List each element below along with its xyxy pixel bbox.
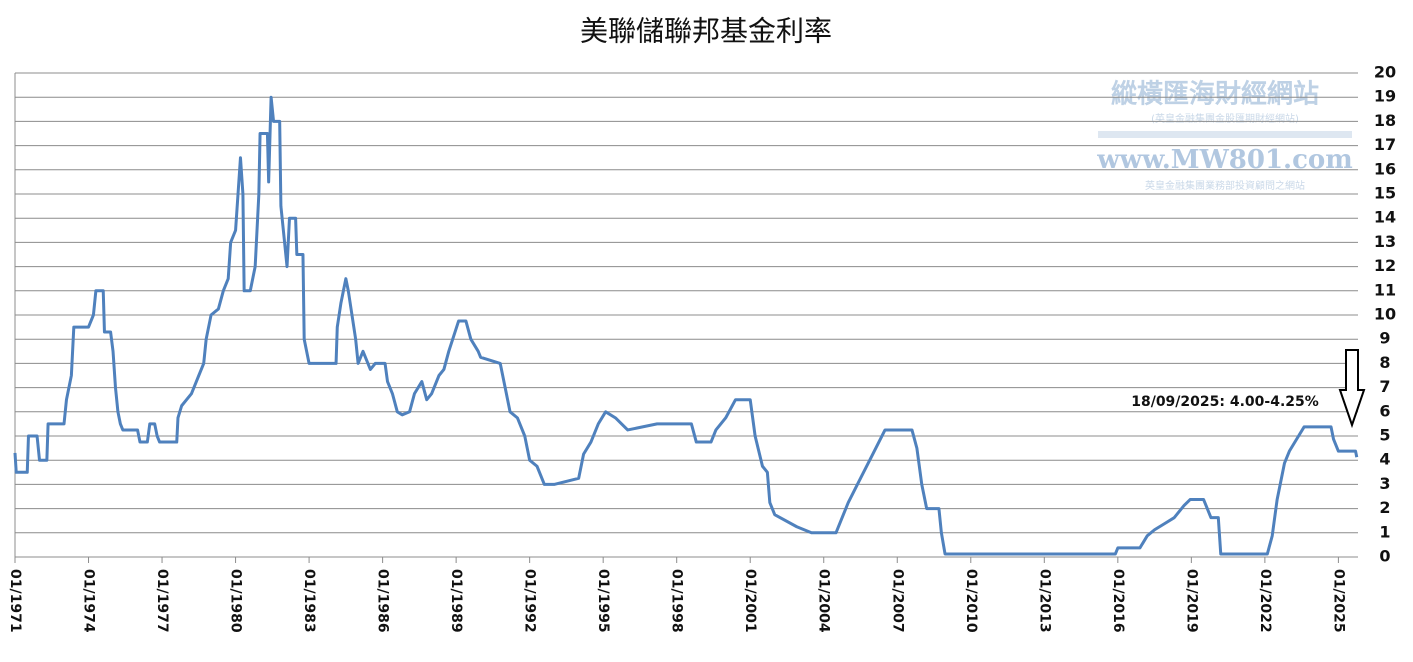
x-tick-label: 01/2016 xyxy=(1110,569,1126,633)
y-tick-label: 1 xyxy=(1379,522,1390,541)
y-tick-label: 10 xyxy=(1374,305,1396,324)
y-tick-label: 17 xyxy=(1374,135,1396,154)
y-tick-label: 14 xyxy=(1374,208,1396,227)
x-tick-label: 01/2001 xyxy=(742,569,758,633)
x-tick-label: 01/2013 xyxy=(1036,569,1052,633)
y-tick-label: 18 xyxy=(1374,111,1396,130)
x-tick-label: 01/1974 xyxy=(81,569,97,633)
y-tick-label: 13 xyxy=(1374,232,1396,251)
watermark: 縱橫匯海財經網站 (英皇金融集團金股匯期財經網站) www.MW801.com … xyxy=(1096,79,1353,193)
watermark-note: 英皇金融集團業務部投資顧問之網站 xyxy=(1145,179,1305,192)
x-tick-label: 01/2019 xyxy=(1183,569,1199,633)
y-tick-label: 7 xyxy=(1379,377,1390,396)
x-tick-label: 01/1980 xyxy=(228,569,244,633)
x-tick-label: 01/2004 xyxy=(816,569,832,633)
watermark-bar xyxy=(1098,131,1352,138)
x-tick-label: 01/1971 xyxy=(7,569,23,633)
x-tick-label: 01/2010 xyxy=(963,569,979,633)
data-line xyxy=(13,95,1359,556)
annotation: 18/09/2025: 4.00-4.25% xyxy=(1131,394,1319,410)
y-tick-label: 16 xyxy=(1374,159,1396,178)
y-tick-label: 6 xyxy=(1379,401,1390,420)
x-tick-label: 01/2025 xyxy=(1330,569,1346,633)
y-tick-label: 19 xyxy=(1374,87,1396,106)
y-tick-label: 12 xyxy=(1374,256,1396,275)
y-tick-label: 2 xyxy=(1379,498,1390,517)
y-tick-label: 0 xyxy=(1379,547,1390,566)
y-tick-label: 20 xyxy=(1374,63,1396,82)
x-tick-label: 01/1992 xyxy=(522,569,538,633)
x-tick-label: 01/1977 xyxy=(154,569,170,633)
x-tick-label: 01/1995 xyxy=(595,569,611,633)
x-tick-label: 01/1983 xyxy=(301,569,317,633)
watermark-url: www.MW801.com xyxy=(1096,145,1353,175)
y-tick-label: 3 xyxy=(1379,474,1390,493)
arrow xyxy=(1338,349,1366,429)
x-tick-label: 01/1986 xyxy=(375,569,391,633)
chart-title: 美聯儲聯邦基金利率 xyxy=(580,15,832,48)
y-tick-label: 11 xyxy=(1374,280,1396,299)
watermark-title: 縱橫匯海財經網站 xyxy=(1111,79,1319,110)
y-tick-label: 8 xyxy=(1379,353,1390,372)
x-tick-label: 01/1998 xyxy=(669,569,685,633)
x-tick-label: 01/2022 xyxy=(1257,569,1273,633)
watermark-subtitle: (英皇金融集團金股匯期財經網站) xyxy=(1151,112,1299,125)
y-tick-label: 4 xyxy=(1379,450,1390,469)
x-tick-label: 01/1989 xyxy=(448,569,464,633)
y-tick-label: 9 xyxy=(1379,329,1390,348)
x-tick-label: 01/2007 xyxy=(889,569,905,633)
y-tick-label: 5 xyxy=(1379,426,1390,445)
y-tick-label: 15 xyxy=(1374,184,1396,203)
